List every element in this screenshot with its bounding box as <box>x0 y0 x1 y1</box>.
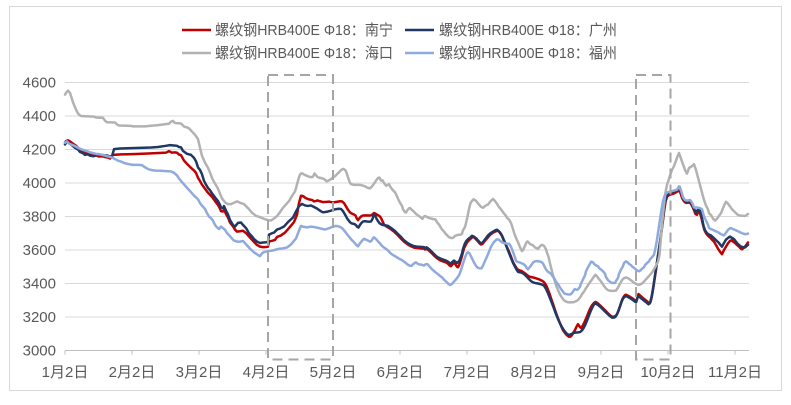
svg-text:10月2日: 10月2日 <box>640 364 695 381</box>
svg-text:4000: 4000 <box>23 175 56 192</box>
svg-text:11月2日: 11月2日 <box>708 364 762 381</box>
svg-text:4月2日: 4月2日 <box>243 364 290 381</box>
svg-text:螺纹钢HRB400E Φ18：南宁: 螺纹钢HRB400E Φ18：南宁 <box>215 22 393 39</box>
svg-text:9月2日: 9月2日 <box>578 364 625 381</box>
svg-text:3000: 3000 <box>23 343 56 360</box>
svg-text:3月2日: 3月2日 <box>176 364 223 381</box>
svg-text:1月2日: 1月2日 <box>42 364 89 381</box>
svg-text:4600: 4600 <box>23 75 56 92</box>
svg-text:4200: 4200 <box>23 142 56 159</box>
svg-text:3400: 3400 <box>23 276 56 293</box>
svg-text:8月2日: 8月2日 <box>511 364 558 381</box>
svg-text:螺纹钢HRB400E Φ18：海口: 螺纹钢HRB400E Φ18：海口 <box>215 45 393 62</box>
svg-text:7月2日: 7月2日 <box>444 364 491 381</box>
svg-text:螺纹钢HRB400E Φ18：广州: 螺纹钢HRB400E Φ18：广州 <box>439 22 617 39</box>
svg-text:螺纹钢HRB400E Φ18：福州: 螺纹钢HRB400E Φ18：福州 <box>439 45 617 62</box>
svg-text:3800: 3800 <box>23 209 56 226</box>
svg-text:3200: 3200 <box>23 309 56 326</box>
svg-text:2月2日: 2月2日 <box>109 364 156 381</box>
svg-text:6月2日: 6月2日 <box>377 364 424 381</box>
svg-text:3600: 3600 <box>23 242 56 259</box>
svg-text:5月2日: 5月2日 <box>310 364 357 381</box>
svg-text:4400: 4400 <box>23 108 56 125</box>
